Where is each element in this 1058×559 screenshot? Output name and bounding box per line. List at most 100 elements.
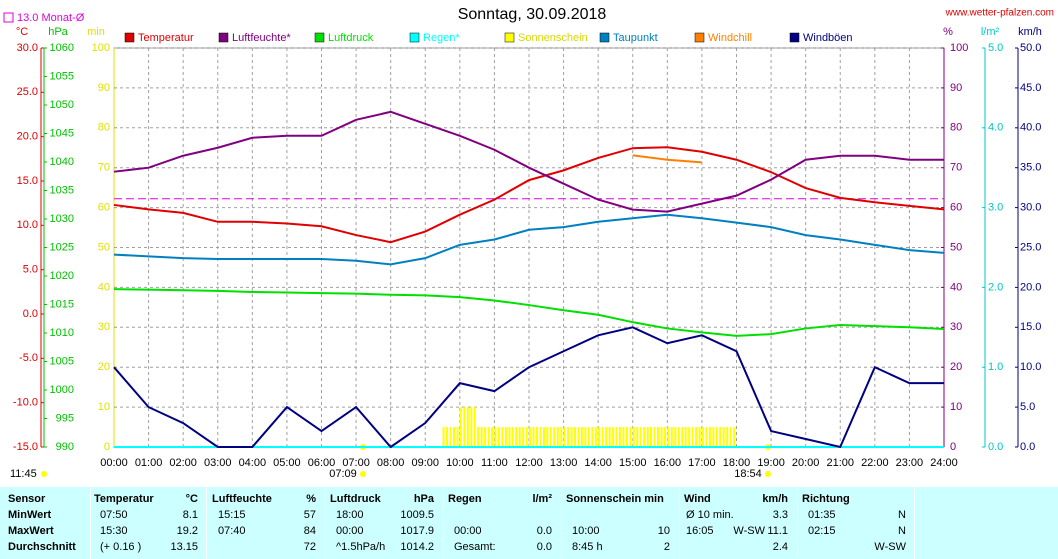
sun-bar <box>539 427 542 447</box>
table-bg <box>0 487 1058 559</box>
y-tick-label: 45.0 <box>1020 82 1041 94</box>
table-unit: hPa <box>414 493 435 505</box>
series-line <box>113 110 944 213</box>
table-header: Sensor <box>8 493 46 505</box>
table-cell: Ø 10 min. <box>686 509 734 521</box>
x-tick-label: 14:00 <box>584 457 612 469</box>
sun-bar <box>622 427 625 447</box>
y-tick-label: 2.0 <box>988 281 1003 293</box>
series-line <box>113 288 945 337</box>
x-tick-label: 11:00 <box>481 457 508 469</box>
table-cell: 0.0 <box>537 541 552 553</box>
sun-bar <box>636 427 639 447</box>
sun-bar <box>612 427 615 447</box>
y-tick-label: 35.0 <box>1020 162 1041 174</box>
y-tick-label: 40 <box>950 281 962 293</box>
table-cell: 2.4 <box>773 541 788 553</box>
table-unit: l/m² <box>532 493 552 505</box>
axis-title: % <box>943 26 953 38</box>
y-tick-label: 1055 <box>50 70 74 82</box>
sun-bar <box>543 427 545 447</box>
sun-marker <box>41 471 47 477</box>
y-tick-label: 1030 <box>50 213 74 225</box>
y-tick-label: 50.0 <box>1020 42 1041 54</box>
y-tick-label: 40 <box>98 281 110 293</box>
sun-bar <box>470 407 473 447</box>
table-header: Regen <box>448 493 482 505</box>
row-label: MaxWert <box>8 525 54 537</box>
row-label: Durchschnitt <box>8 541 76 553</box>
legend-label: Windböen <box>803 32 853 44</box>
axis-title: °C <box>16 26 28 38</box>
sun-bar <box>549 427 552 447</box>
table-cell: 8.1 <box>183 509 198 521</box>
sun-bar <box>681 427 684 447</box>
sun-bar <box>504 427 507 447</box>
sun-bar <box>712 427 715 447</box>
table-header: Luftfeuchte <box>212 493 272 505</box>
y-tick-label: -5.0 <box>19 352 38 364</box>
sun-bar <box>511 427 514 447</box>
y-tick-label: 1040 <box>50 156 74 168</box>
table-cell: 2 <box>664 541 670 553</box>
sun-bar <box>556 427 559 447</box>
y-tick-label: 20 <box>950 361 962 373</box>
x-tick-label: 16:00 <box>654 457 682 469</box>
y-tick-label: 30 <box>950 321 962 333</box>
sun-bar <box>695 427 698 447</box>
table-cell: W-SW <box>874 541 906 553</box>
y-tick-label: 1005 <box>50 355 74 367</box>
axis-title: l/m² <box>981 26 1000 38</box>
y-tick-label: 990 <box>56 441 74 453</box>
y-tick-label: 1035 <box>50 184 74 196</box>
y-tick-label: 60 <box>950 202 962 214</box>
sun-bar <box>546 427 549 447</box>
y-tick-label: 995 <box>56 412 74 424</box>
table-cell: 72 <box>304 541 316 553</box>
sun-bar <box>729 427 732 447</box>
y-tick-label: 80 <box>98 122 110 134</box>
table-cell: 15:15 <box>218 509 246 521</box>
reference-label: 13.0 Monat-Ø <box>17 12 85 24</box>
sun-bar <box>719 427 722 447</box>
y-tick-label: 30.0 <box>17 42 38 54</box>
y-tick-label: 1010 <box>50 327 74 339</box>
y-tick-label: 5.0 <box>1020 401 1035 413</box>
y-tick-label: 50 <box>98 241 110 253</box>
y-tick-label: 25.0 <box>1020 241 1041 253</box>
y-tick-label: 25.0 <box>17 86 38 98</box>
table-cell: 07:50 <box>100 509 128 521</box>
x-tick-label: 09:00 <box>411 457 439 469</box>
table-unit: % <box>306 493 316 505</box>
series-line <box>113 146 945 244</box>
y-tick-label: 1025 <box>50 241 74 253</box>
sun-bar <box>615 427 618 447</box>
x-tick-label: 00:00 <box>100 457 128 469</box>
legend-label: Windchill <box>708 32 752 44</box>
sun-bar <box>601 427 604 447</box>
sun-bar <box>643 427 646 447</box>
sun-bar <box>646 427 649 447</box>
y-tick-label: 15.0 <box>17 175 38 187</box>
y-tick-label: 90 <box>98 82 110 94</box>
sun-bar <box>629 427 632 447</box>
annotation: 18:54 <box>734 468 762 480</box>
table-cell: 07:40 <box>218 525 246 537</box>
table-cell: 00:00 <box>336 525 364 537</box>
sun-bar <box>608 427 611 447</box>
table-cell: N <box>898 525 906 537</box>
y-tick-label: 1045 <box>50 127 74 139</box>
y-tick-label: 20.0 <box>17 131 38 143</box>
legend-label: Luftdruck <box>328 32 374 44</box>
sun-bar <box>632 427 635 447</box>
table-header: Luftdruck <box>330 493 382 505</box>
table-header: Sonnenschein min <box>566 493 664 505</box>
sun-bar <box>701 427 704 447</box>
sun-bar <box>722 427 725 447</box>
sun-bar <box>598 427 601 447</box>
sun-bar <box>563 427 566 447</box>
y-tick-label: 10.0 <box>1020 361 1041 373</box>
x-tick-label: 23:00 <box>896 457 924 469</box>
y-tick-label: 30 <box>98 321 110 333</box>
y-tick-label: 10 <box>950 401 962 413</box>
